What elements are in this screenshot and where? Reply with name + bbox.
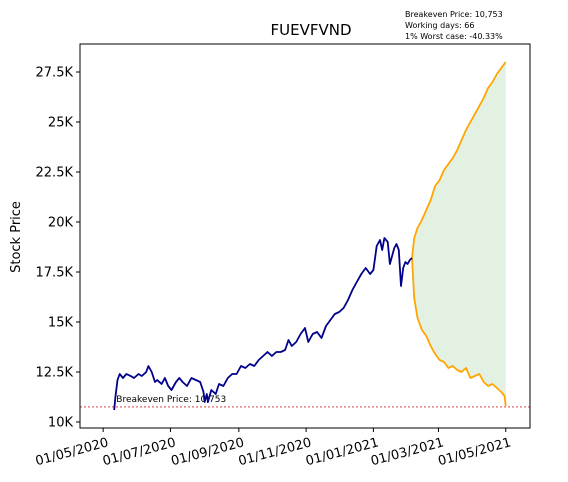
- y-tick-label: 10K: [48, 416, 74, 431]
- x-tick-label: 01/01/2021: [304, 435, 380, 469]
- plot-area: Breakeven Price: 10,753: [80, 61, 530, 411]
- projection-band: [412, 62, 506, 406]
- info-breakeven: Breakeven Price: 10,753: [405, 10, 503, 19]
- history-line: [113, 237, 413, 411]
- y-tick-label: 12.5K: [36, 366, 74, 381]
- chart-title: FUEVFVND: [270, 21, 351, 39]
- y-tick-label: 25K: [48, 116, 74, 131]
- x-tick-label: 01/05/2020: [34, 435, 110, 469]
- x-tick-label: 01/07/2020: [101, 435, 177, 469]
- x-tick-label: 01/03/2021: [369, 435, 445, 469]
- y-tick-label: 20K: [48, 216, 74, 231]
- breakeven-label: Breakeven Price: 10,753: [116, 395, 226, 405]
- y-tick-label: 27.5K: [36, 66, 74, 81]
- y-tick-label: 15K: [48, 316, 74, 331]
- upper-bound-line: [411, 61, 507, 259]
- info-worst-case: 1% Worst case: -40.33%: [405, 32, 503, 41]
- info-working-days: Working days: 66: [405, 21, 474, 30]
- y-tick-label: 17.5K: [36, 266, 74, 281]
- y-tick-label: 22.5K: [36, 166, 74, 181]
- plot-frame: [79, 43, 531, 429]
- x-tick-label: 01/11/2020: [237, 435, 313, 469]
- lower-bound-line: [411, 257, 507, 407]
- x-tick-label: 01/09/2020: [170, 435, 246, 469]
- y-axis-label: Stock Price: [9, 201, 24, 273]
- x-tick-label: 01/05/2021: [437, 435, 513, 469]
